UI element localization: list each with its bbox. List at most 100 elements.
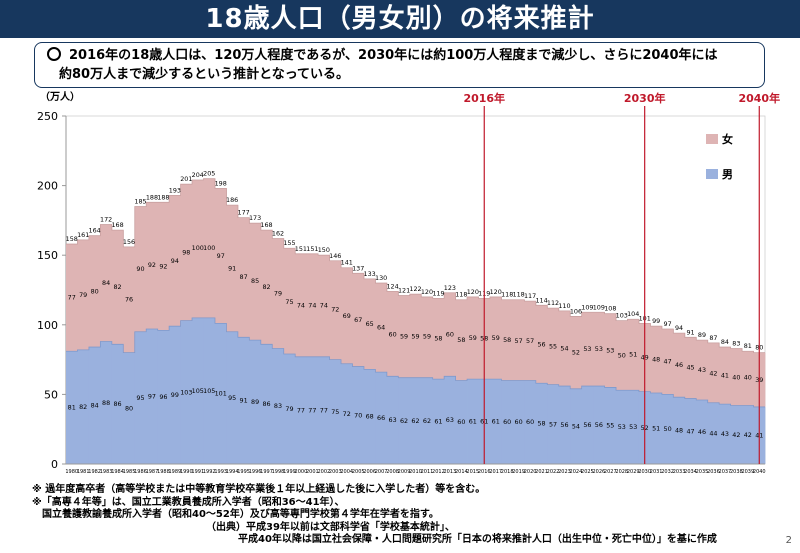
bar-female [501, 299, 514, 381]
x-tick-label: 1990 [180, 469, 193, 475]
bar-male [570, 388, 583, 464]
male-label: 79 [285, 405, 293, 413]
x-tick-label: 2003 [329, 469, 342, 475]
bar-male [375, 372, 388, 464]
x-tick-label: 2028 [615, 469, 628, 475]
total-label: 120 [421, 288, 433, 296]
male-label: 63 [389, 416, 397, 424]
bar-female [134, 206, 147, 332]
female-label: 92 [148, 261, 156, 269]
bar-male [88, 347, 101, 464]
male-label: 84 [91, 402, 99, 410]
bar-female [707, 342, 720, 403]
female-label: 40 [732, 374, 740, 382]
total-label: 120 [490, 288, 502, 296]
total-label: 83 [732, 339, 740, 347]
legend-swatch-female [706, 134, 718, 144]
total-label: 94 [675, 324, 683, 332]
x-tick-label: 2002 [317, 469, 330, 475]
female-label: 67 [354, 316, 362, 324]
bar-male [524, 380, 537, 464]
total-outline [66, 178, 765, 354]
total-label: 87 [709, 334, 717, 342]
bar-male [318, 356, 330, 464]
female-label: 79 [79, 291, 87, 299]
female-label: 92 [159, 262, 167, 270]
bar-female [604, 313, 617, 388]
bar-male [661, 394, 674, 464]
x-tick-label: 2024 [570, 469, 583, 475]
male-label: 47 [686, 427, 694, 435]
female-label: 79 [274, 289, 282, 297]
male-label: 46 [698, 428, 706, 436]
total-label: 103 [616, 312, 628, 320]
total-label: 123 [444, 284, 456, 292]
x-tick-label: 2027 [604, 469, 617, 475]
population-chart: 050100150200250（万人）158778119801617982198… [37, 90, 780, 475]
legend-label-female: 女 [722, 132, 733, 146]
x-tick-label: 2040 [753, 469, 766, 475]
bar-male [306, 356, 319, 464]
bar-female [673, 333, 686, 398]
male-label: 42 [732, 431, 740, 439]
bar-male [616, 390, 628, 464]
male-label: 62 [423, 417, 431, 425]
bar-male [363, 369, 376, 464]
female-label: 82 [262, 283, 270, 291]
bar-female [444, 292, 457, 377]
bar-male [489, 379, 502, 464]
total-label: 185 [134, 197, 146, 205]
bar-female [226, 205, 239, 332]
x-tick-label: 2025 [581, 469, 594, 475]
total-label: 109 [581, 303, 593, 311]
male-label: 48 [675, 427, 683, 435]
female-label: 74 [297, 301, 305, 309]
female-label: 56 [537, 340, 545, 348]
total-label: 168 [260, 221, 272, 229]
female-label: 58 [434, 335, 442, 343]
summary-line-1: 2016年の18歳人口は、120万人程度であるが、2030年には約100万人程度… [47, 46, 754, 65]
x-tick-label: 2034 [684, 469, 697, 475]
male-label: 105 [192, 387, 204, 395]
summary-line-2: 約80万人まで減少するという推計となっている。 [47, 65, 754, 84]
female-label: 98 [182, 248, 190, 256]
total-label: 156 [123, 238, 135, 246]
bar-female [329, 260, 342, 360]
x-tick-label: 1999 [283, 469, 296, 475]
bar-female [237, 217, 250, 338]
female-label: 51 [629, 351, 637, 359]
female-label: 48 [652, 356, 660, 364]
bar-male [111, 344, 124, 464]
bar-female [661, 328, 674, 395]
female-label: 54 [560, 344, 568, 352]
x-tick-label: 2016 [478, 469, 491, 475]
female-label: 85 [251, 277, 259, 285]
x-tick-label: 2032 [661, 469, 674, 475]
summary-text-2: 約80万人まで減少するという推計となっている。 [59, 67, 350, 82]
x-tick-label: 1993 [214, 469, 227, 475]
total-label: 133 [364, 270, 376, 278]
male-label: 55 [606, 422, 614, 430]
bar-female [696, 340, 709, 400]
bar-female [260, 230, 273, 345]
x-tick-label: 2017 [489, 469, 502, 475]
bar-female [249, 223, 262, 341]
bar-male [742, 405, 754, 464]
bar-male [673, 397, 686, 464]
female-label: 45 [686, 363, 694, 371]
bar-male [237, 337, 250, 464]
bar-male [650, 393, 663, 464]
male-label: 60 [526, 418, 534, 426]
female-label: 76 [125, 296, 133, 304]
bar-male [398, 377, 411, 464]
female-label: 100 [203, 244, 215, 252]
male-label: 61 [469, 418, 477, 426]
marker-label-2016: 2016年 [463, 91, 505, 105]
female-label: 82 [113, 283, 121, 291]
bar-female [283, 248, 296, 355]
x-tick-label: 1982 [88, 469, 101, 475]
bar-female [306, 253, 319, 357]
x-tick-label: 2014 [455, 469, 468, 475]
x-tick-label: 2037 [719, 469, 732, 475]
female-label: 41 [721, 372, 729, 380]
